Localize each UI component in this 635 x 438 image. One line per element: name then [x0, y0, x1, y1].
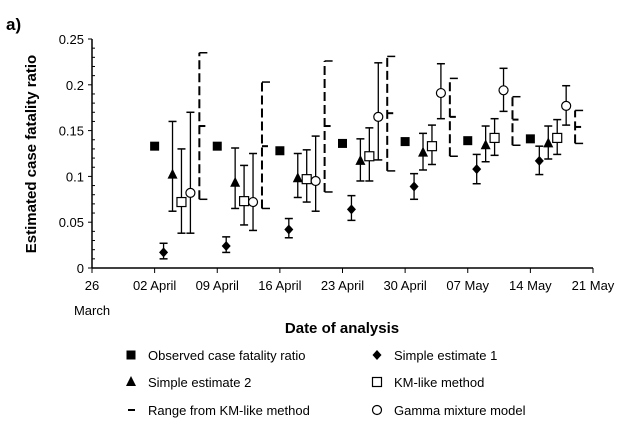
series-filled-square — [150, 134, 535, 156]
data-point — [525, 134, 535, 144]
data-point — [561, 100, 572, 111]
legend-label: Gamma mixture model — [394, 403, 526, 418]
y-tick-label: 0.15 — [59, 124, 84, 139]
data-point — [176, 196, 187, 208]
data-point — [463, 136, 473, 146]
data-point — [338, 138, 347, 148]
data-point — [552, 132, 563, 144]
x-tick-label: 14 May — [509, 278, 552, 293]
x-tick-label: 30 April — [383, 278, 426, 293]
data-point — [418, 146, 429, 157]
data-point — [292, 172, 303, 183]
data-point — [480, 139, 491, 150]
data-point — [150, 141, 160, 151]
y-axis-label: Estimated case fatality ratio — [23, 55, 40, 253]
legend-item: Range from KM-like method — [128, 403, 310, 418]
legend-item: KM-like method — [371, 375, 484, 390]
data-point — [185, 187, 196, 198]
series-filled-triangle — [167, 120, 554, 212]
data-point — [301, 174, 312, 185]
data-point — [221, 241, 231, 252]
x-tick-sublabel: March — [74, 303, 110, 318]
data-point — [247, 196, 259, 208]
legend-item: Observed case fatality ratio — [126, 348, 306, 363]
data-point — [435, 87, 447, 99]
data-point — [310, 175, 321, 187]
legend-label: Simple estimate 2 — [148, 375, 251, 390]
data-point — [373, 111, 384, 122]
data-point — [426, 141, 438, 152]
x-tick-label: 16 April — [258, 278, 301, 293]
legend-marker — [372, 350, 382, 360]
y-tick-label: 0.2 — [66, 78, 84, 93]
legend: Observed case fatality ratio Simple estim… — [126, 348, 526, 418]
x-tick-label: 09 April — [196, 278, 239, 293]
legend-label: Observed case fatality ratio — [148, 348, 306, 363]
legend-item: Simple estimate 1 — [372, 348, 497, 363]
legend-item: Gamma mixture model — [371, 403, 526, 418]
data-point — [355, 154, 366, 165]
data-point — [472, 164, 482, 175]
x-tick-label: 21 May — [572, 278, 615, 293]
data-point — [238, 196, 250, 207]
y-tick-label: 0.1 — [66, 169, 84, 184]
data-point — [230, 176, 241, 187]
data-point — [284, 224, 294, 235]
legend-marker — [371, 376, 383, 388]
series-filled-diamond — [159, 145, 544, 260]
legend-marker — [371, 404, 383, 416]
data-point — [275, 146, 285, 156]
legend-label: Simple estimate 1 — [394, 348, 497, 363]
data-point — [489, 132, 500, 144]
y-tick-label: 0.25 — [59, 32, 84, 47]
legend-marker — [126, 350, 136, 360]
legend-item: Simple estimate 2 — [126, 375, 251, 390]
axes: 0 0.05 0.1 0.15 0.2 0.25 26 02 April 09 April 16 … — [59, 32, 615, 293]
data-marks — [150, 51, 584, 260]
series-open-circle — [185, 62, 572, 234]
x-axis-label: Date of analysis — [285, 320, 399, 337]
data-point — [159, 247, 169, 258]
x-tick-label: 26 — [85, 278, 99, 293]
legend-marker — [126, 376, 136, 386]
data-point — [346, 204, 356, 215]
legend-label: Range from KM-like method — [148, 403, 310, 418]
data-point — [400, 137, 410, 147]
x-tick-label: 23 April — [321, 278, 364, 293]
legend-label: KM-like method — [394, 375, 484, 390]
y-tick-label: 0 — [77, 261, 84, 276]
data-point — [498, 85, 509, 96]
data-point — [543, 137, 554, 148]
y-tick-label: 0.05 — [59, 215, 84, 230]
data-point — [212, 141, 222, 151]
x-tick-label: 02 April — [133, 278, 176, 293]
series-open-square — [176, 117, 563, 234]
x-tick-label: 07 May — [446, 278, 489, 293]
data-point — [167, 168, 178, 179]
series-dash — [198, 51, 584, 210]
data-point — [364, 151, 375, 162]
panel-label: a) — [6, 15, 21, 34]
data-point — [409, 181, 419, 192]
data-point — [534, 155, 544, 166]
